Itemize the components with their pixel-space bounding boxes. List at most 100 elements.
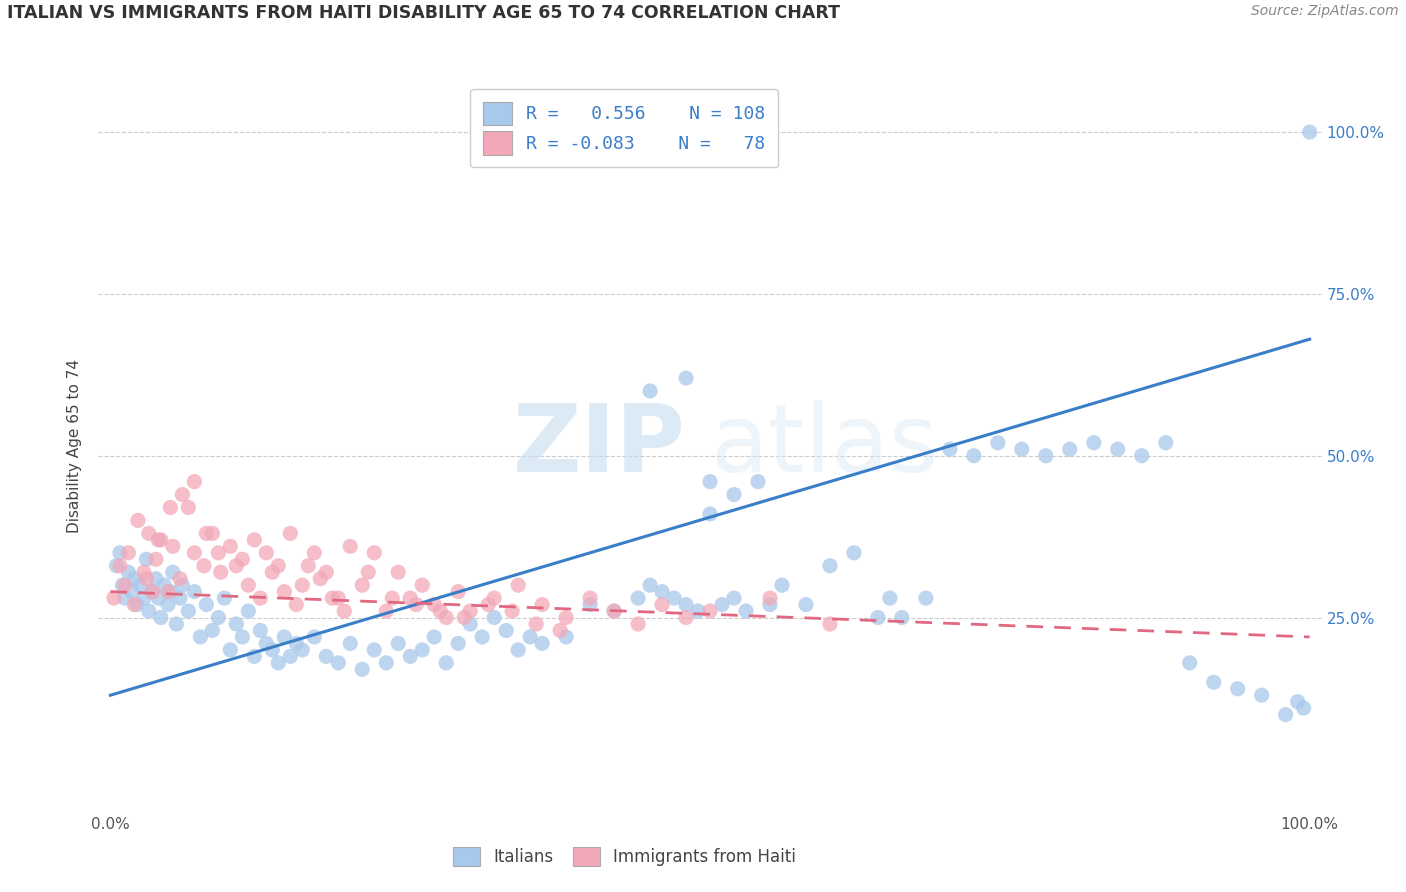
Point [531, 598, 554, 612]
Point [1059, 442, 1081, 457]
Point [482, 610, 505, 624]
Point [579, 591, 602, 606]
Point [524, 617, 547, 632]
Point [495, 624, 517, 638]
Point [238, 604, 260, 618]
Point [1083, 435, 1105, 450]
Point [103, 591, 125, 606]
Point [304, 630, 326, 644]
Point [207, 610, 229, 624]
Point [108, 546, 131, 560]
Point [243, 533, 266, 547]
Point [297, 558, 319, 573]
Point [159, 584, 181, 599]
Point [165, 617, 187, 632]
Point [141, 584, 163, 599]
Point [429, 604, 451, 618]
Point [267, 656, 290, 670]
Point [105, 558, 128, 573]
Point [177, 500, 200, 515]
Point [1154, 435, 1177, 450]
Point [818, 617, 841, 632]
Point [477, 598, 499, 612]
Point [1130, 449, 1153, 463]
Point [1274, 707, 1296, 722]
Point [723, 487, 745, 501]
Point [651, 584, 673, 599]
Point [127, 513, 149, 527]
Point [219, 643, 242, 657]
Point [519, 630, 541, 644]
Point [169, 572, 191, 586]
Point [579, 598, 602, 612]
Point [686, 604, 709, 618]
Point [145, 572, 167, 586]
Point [162, 566, 184, 580]
Point [249, 624, 271, 638]
Point [675, 371, 697, 385]
Point [225, 558, 247, 573]
Point [149, 610, 172, 624]
Point [339, 636, 361, 650]
Point [890, 610, 912, 624]
Point [148, 591, 170, 606]
Point [254, 636, 277, 650]
Point [231, 552, 253, 566]
Point [231, 630, 253, 644]
Point [399, 649, 422, 664]
Point [278, 649, 301, 664]
Point [177, 604, 200, 618]
Point [651, 598, 673, 612]
Point [273, 630, 295, 644]
Point [939, 442, 962, 457]
Point [193, 558, 215, 573]
Point [1286, 695, 1309, 709]
Point [149, 533, 172, 547]
Point [423, 630, 446, 644]
Point [363, 546, 385, 560]
Point [273, 584, 295, 599]
Point [423, 598, 446, 612]
Point [135, 572, 157, 586]
Point [375, 656, 398, 670]
Y-axis label: Disability Age 65 to 74: Disability Age 65 to 74 [67, 359, 83, 533]
Point [214, 591, 236, 606]
Point [399, 591, 422, 606]
Point [183, 546, 205, 560]
Point [138, 604, 160, 618]
Point [555, 630, 578, 644]
Point [117, 566, 139, 580]
Point [209, 566, 232, 580]
Point [1011, 442, 1033, 457]
Point [285, 598, 308, 612]
Point [434, 610, 457, 624]
Point [447, 636, 470, 650]
Point [662, 591, 685, 606]
Point [321, 591, 343, 606]
Point [172, 578, 194, 592]
Point [987, 435, 1010, 450]
Point [219, 539, 242, 553]
Point [759, 598, 782, 612]
Point [627, 617, 650, 632]
Point [141, 584, 163, 599]
Point [132, 566, 155, 580]
Point [411, 578, 433, 592]
Point [309, 572, 332, 586]
Point [156, 598, 179, 612]
Point [225, 617, 247, 632]
Point [267, 558, 290, 573]
Point [482, 591, 505, 606]
Point [375, 604, 398, 618]
Point [108, 558, 131, 573]
Point [770, 578, 793, 592]
Point [387, 566, 409, 580]
Point [162, 539, 184, 553]
Point [453, 610, 475, 624]
Point [339, 539, 361, 553]
Point [249, 591, 271, 606]
Point [1226, 681, 1249, 696]
Point [638, 578, 661, 592]
Point [117, 546, 139, 560]
Point [138, 526, 160, 541]
